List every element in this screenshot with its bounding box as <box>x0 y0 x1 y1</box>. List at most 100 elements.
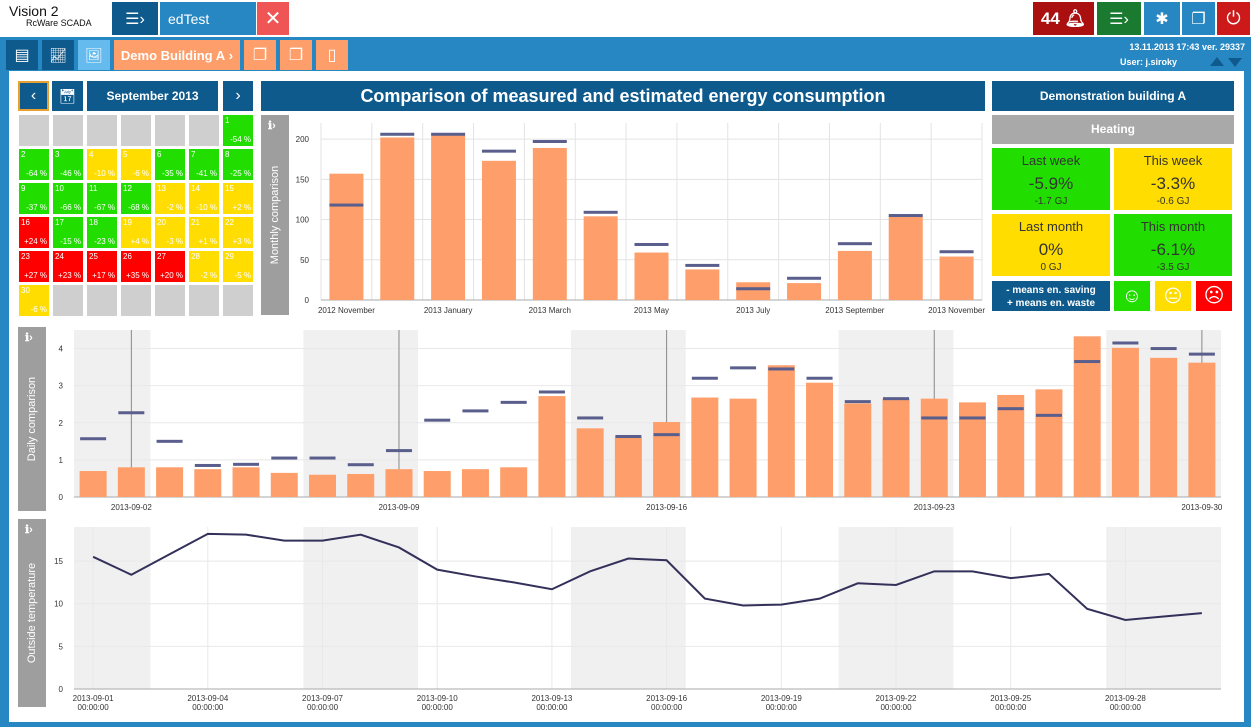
kpi-tile[interactable]: Last week -5.9% -1.7 GJ <box>992 148 1110 210</box>
calendar-day[interactable]: 24 +23 % <box>53 251 83 282</box>
kpi-value: 0% <box>1038 240 1064 259</box>
kpi-energy: -1.7 GJ <box>1034 196 1068 207</box>
calendar-day[interactable]: 4 -10 % <box>87 149 117 180</box>
legend-saving: - means en. saving <box>1006 285 1096 296</box>
info-icon[interactable]: ℹ› <box>268 120 276 132</box>
calendar-day[interactable]: 21 +1 % <box>189 217 219 248</box>
calendar-day[interactable]: 6 -35 % <box>155 149 185 180</box>
calendar-day[interactable]: 2 -64 % <box>19 149 49 180</box>
y-tick-label: 0 <box>59 493 64 502</box>
close-tab-button[interactable]: ✕ <box>257 2 289 35</box>
estimated-marker <box>347 463 374 467</box>
building-label: Demo Building A <box>120 47 226 63</box>
debug-button[interactable]: ✱ <box>1144 2 1180 35</box>
list-menu-button[interactable]: ☰› <box>1097 2 1141 35</box>
close-icon: ✕ <box>264 8 282 30</box>
smiley-sad-icon[interactable]: ☹ <box>1196 281 1232 311</box>
x-tick-label: 2013-09-30 <box>1181 503 1222 512</box>
prev-month-button[interactable]: ‹ <box>18 81 49 111</box>
alarm-button[interactable]: 44 🔔︎ <box>1033 2 1094 35</box>
calendar-day[interactable]: 7 -41 % <box>189 149 219 180</box>
calendar-day[interactable]: 25 +17 % <box>87 251 117 282</box>
calendar-day[interactable]: 8 -25 % <box>223 149 253 180</box>
building-selector[interactable]: Demo Building A › <box>114 40 240 70</box>
measured-bar <box>844 403 872 497</box>
user-label: User: j.siroky <box>1120 57 1178 67</box>
day-number: 3 <box>55 150 60 159</box>
calendar-day[interactable]: 16 +24 % <box>19 217 49 248</box>
smiley-neutral-icon[interactable]: 😐︎ <box>1155 281 1191 311</box>
calendar-day[interactable]: 17 -15 % <box>53 217 83 248</box>
estimated-marker <box>194 463 221 467</box>
calendar-day[interactable]: 10 -66 % <box>53 183 83 214</box>
day-number: 20 <box>157 218 166 227</box>
table-view-button[interactable]: ▤ <box>6 40 38 70</box>
power-button[interactable]: ⏻ <box>1217 2 1250 35</box>
layout-button-1[interactable]: ❐ <box>244 40 276 70</box>
kpi-tile[interactable]: This month -6.1% -3.5 GJ <box>1114 214 1232 276</box>
x-tick-label: 2013-09-07 <box>302 694 343 703</box>
calendar-day[interactable]: 3 -46 % <box>53 149 83 180</box>
layout-button-3[interactable]: ▯ <box>316 40 348 70</box>
calendar-day[interactable]: 11 -67 % <box>87 183 117 214</box>
calendar-day[interactable]: 9 -37 % <box>19 183 49 214</box>
menu-button[interactable]: ☰› <box>112 2 158 35</box>
kpi-tile[interactable]: This week -3.3% -0.6 GJ <box>1114 148 1232 210</box>
calendar-day[interactable]: 15 +2 % <box>223 183 253 214</box>
info-icon[interactable]: ℹ› <box>25 332 33 344</box>
calendar-day[interactable]: 13 -2 % <box>155 183 185 214</box>
day-percent: -2 % <box>166 203 183 212</box>
calendar-day[interactable]: 20 -3 % <box>155 217 185 248</box>
measured-bar <box>1035 389 1063 497</box>
calendar-day[interactable]: 30 -6 % <box>19 285 49 316</box>
tab-edtest[interactable]: edTest <box>160 2 256 35</box>
kpi-label: Last month <box>1018 219 1084 234</box>
y-tick-label: 0 <box>59 685 64 694</box>
calendar-day[interactable]: 29 -5 % <box>223 251 253 282</box>
smiley-happy-icon[interactable]: ☺ <box>1114 281 1150 311</box>
estimated-marker <box>1112 341 1139 345</box>
calendar-empty-cell <box>155 115 185 146</box>
info-icon[interactable]: ℹ› <box>25 524 33 536</box>
calendar-day[interactable]: 27 +20 % <box>155 251 185 282</box>
calendar-day[interactable]: 5 -6 % <box>121 149 151 180</box>
calendar-day[interactable]: 26 +35 % <box>121 251 151 282</box>
calendar-picker-button[interactable]: 📅︎ <box>52 81 83 111</box>
estimated-marker <box>431 132 466 136</box>
scroll-down-icon[interactable] <box>1228 58 1242 67</box>
kpi-value: -3.3% <box>1150 174 1196 193</box>
estimated-marker <box>997 407 1024 411</box>
kpi-tile[interactable]: Last month 0% 0 GJ <box>992 214 1110 276</box>
calendar-day[interactable]: 1 -54 % <box>223 115 253 146</box>
calendar-day[interactable]: 28 -2 % <box>189 251 219 282</box>
y-tick-label: 4 <box>59 345 64 354</box>
calendar-day[interactable]: 22 +3 % <box>223 217 253 248</box>
scroll-up-icon[interactable] <box>1210 57 1224 66</box>
calendar-day[interactable]: 12 -68 % <box>121 183 151 214</box>
next-month-button[interactable]: › <box>223 81 253 111</box>
calendar-day[interactable]: 19 +4 % <box>121 217 151 248</box>
estimated-marker <box>329 203 364 207</box>
layout-button-2[interactable]: ❐ <box>280 40 312 70</box>
chart-view-button[interactable]: 📈︎ <box>42 40 74 70</box>
calendar-empty-cell <box>87 115 117 146</box>
calendar-day[interactable]: 18 -23 % <box>87 217 117 248</box>
day-percent: -46 % <box>60 169 81 178</box>
window-button[interactable]: ❐ <box>1182 2 1215 35</box>
x-tick-time: 00:00:00 <box>651 703 683 712</box>
measured-bar <box>423 471 451 497</box>
day-percent: +23 % <box>58 271 81 280</box>
x-tick-label: 2013 January <box>424 306 472 315</box>
x-tick-label: 2013-09-16 <box>646 694 687 703</box>
calendar-empty-cell <box>189 285 219 316</box>
kpi-label: This week <box>1143 153 1203 168</box>
kpi-label: Last week <box>1021 153 1081 168</box>
day-number: 9 <box>21 184 26 193</box>
image-view-button[interactable]: 🖼︎ <box>78 40 110 70</box>
calendar-day[interactable]: 23 +27 % <box>19 251 49 282</box>
measured-bar <box>634 252 669 300</box>
calendar-day[interactable]: 14 -10 % <box>189 183 219 214</box>
measured-bar <box>538 396 566 497</box>
measured-bar <box>385 469 413 497</box>
estimated-marker <box>1188 352 1215 356</box>
